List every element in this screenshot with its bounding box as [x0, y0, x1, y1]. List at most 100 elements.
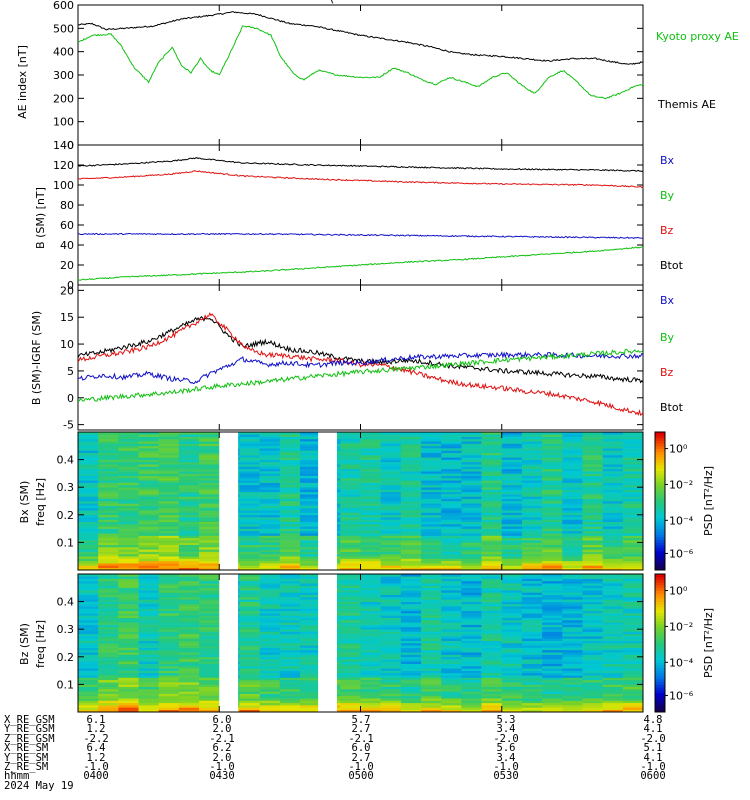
sz-cell — [199, 610, 220, 614]
sz-cell — [118, 700, 139, 704]
sz-cell — [521, 695, 543, 699]
sx-cell — [562, 441, 583, 444]
sz-cell — [521, 615, 543, 618]
sx-cell — [481, 448, 503, 451]
sz-cell — [340, 693, 361, 697]
sx-cell — [521, 507, 543, 511]
sx-cell — [461, 484, 482, 488]
sz-cell — [78, 709, 99, 713]
sx-cell — [239, 563, 260, 566]
sx-cell — [178, 466, 200, 470]
sx-cell — [178, 512, 200, 516]
sx-cell — [602, 441, 624, 444]
sx-cell — [380, 537, 402, 541]
sx-cell — [481, 528, 503, 532]
sx-cell — [98, 565, 119, 568]
sz-cell — [239, 622, 260, 625]
sx-cell — [199, 537, 220, 541]
sx-cell — [421, 464, 442, 467]
sx-cell — [199, 533, 220, 536]
sz-cell — [400, 668, 422, 671]
sz-cell — [501, 668, 523, 671]
sx-cell — [461, 448, 482, 451]
sx-cell — [138, 558, 160, 562]
sx-cell — [239, 496, 260, 499]
sx-cell — [441, 438, 462, 442]
sx-cell — [78, 507, 99, 511]
sx-cell — [259, 436, 281, 440]
sx-cell — [78, 503, 99, 506]
sz-cell — [441, 631, 462, 635]
sz-cell — [622, 670, 644, 674]
sz-cell — [199, 587, 220, 591]
ephemeris-value: 0400 — [83, 770, 109, 783]
sx-cell — [299, 448, 321, 451]
sx-cell — [259, 530, 281, 534]
sz-cell — [380, 622, 402, 625]
sz-cell — [98, 661, 119, 664]
sz-cell — [521, 686, 543, 690]
sx-cell — [360, 445, 381, 449]
sx-cell — [279, 558, 301, 562]
sx-cell — [501, 530, 523, 534]
sx-cell — [360, 542, 381, 545]
sx-colorbar-label-2: 10⁻⁴ — [669, 514, 694, 527]
sx-cell — [562, 528, 583, 532]
sx-cell — [501, 547, 523, 550]
sz-cell — [481, 705, 503, 708]
sx-cell — [158, 553, 180, 557]
sx-cell — [279, 540, 301, 543]
sx-cell — [118, 524, 139, 527]
sx-cell — [441, 496, 462, 499]
sz-cell — [118, 709, 139, 713]
sx-cell — [259, 558, 281, 562]
sx-cell — [178, 461, 200, 465]
sz-cell — [98, 610, 119, 614]
sx-cell — [622, 459, 644, 463]
sx-cell — [360, 471, 381, 474]
sx-cell — [501, 558, 523, 562]
sz-cell — [158, 629, 180, 632]
sx-cell — [340, 438, 361, 442]
sx-cell — [360, 496, 381, 499]
sz-cell — [299, 613, 321, 616]
sz-cell — [340, 663, 361, 667]
sx-colorbar-segment — [655, 556, 665, 560]
sx-cell — [441, 521, 462, 525]
sz-cell — [178, 580, 200, 584]
sx-cell — [501, 507, 523, 511]
sx-cell — [158, 558, 180, 562]
sx-cell — [501, 471, 523, 474]
sx-cell — [461, 471, 482, 474]
sx-cell — [582, 498, 603, 502]
sx-cell — [380, 510, 402, 513]
sx-cell — [98, 480, 119, 483]
sz-cell — [299, 594, 321, 598]
sx-cell — [562, 459, 583, 463]
sx-cell — [98, 484, 119, 488]
sx-cell — [199, 475, 220, 479]
sz-cell — [400, 585, 422, 589]
sx-cell — [138, 551, 160, 555]
sx-cell — [259, 521, 281, 525]
sx-colorbar-segment — [655, 459, 665, 463]
sx-cell — [299, 526, 321, 529]
sx-cell — [199, 455, 220, 458]
sx-cell — [501, 528, 523, 532]
sx-cell — [562, 471, 583, 474]
sx-cell — [279, 498, 301, 502]
sx-cell — [259, 480, 281, 483]
sx-cell — [602, 438, 624, 442]
sx-cell — [199, 441, 220, 444]
sz-cell — [259, 649, 281, 653]
sz-colorbar-segment — [655, 689, 665, 694]
sx-cell — [78, 551, 99, 555]
sx-cell — [461, 496, 482, 499]
sz-cell — [501, 691, 523, 694]
sx-cell — [461, 491, 482, 495]
sz-cell — [199, 654, 220, 658]
sx-cell — [562, 448, 583, 451]
sz-cell — [98, 601, 119, 605]
sz-cell — [380, 693, 402, 697]
sx-colorbar-segment — [655, 467, 665, 472]
